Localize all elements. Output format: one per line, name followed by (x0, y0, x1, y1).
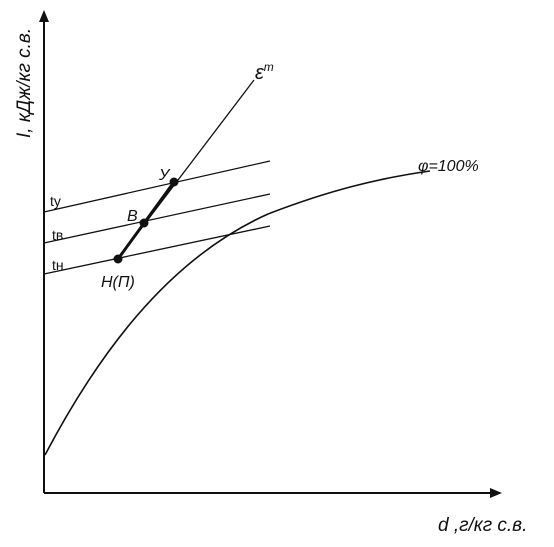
saturation-curve (44, 170, 431, 456)
isotherm-label-ty: tу (50, 193, 61, 209)
isotherm-line-tv (43, 193, 271, 244)
x-axis-label: d ,г/кг с.в. (438, 515, 527, 536)
saturation-curve-label: φ=100% (418, 158, 479, 175)
point-h (113, 254, 123, 264)
isotherm-line-tn (43, 225, 271, 275)
point-label-h: Н(П) (101, 274, 135, 291)
point-b (139, 218, 149, 228)
epsilon-label: εт (255, 60, 274, 84)
y-axis-label: I, кДж/кг с.в. (14, 28, 35, 138)
isotherm-line-ty (43, 160, 271, 213)
epsilon-label-symbol: ε (255, 62, 265, 84)
isotherm-label-tn: tн (52, 257, 64, 273)
isotherm-label-tv: tв (52, 227, 63, 243)
point-y (169, 177, 179, 187)
point-label-b: В (127, 208, 138, 225)
point-label-y: У (158, 167, 171, 184)
epsilon-label-superscript: т (264, 60, 274, 74)
